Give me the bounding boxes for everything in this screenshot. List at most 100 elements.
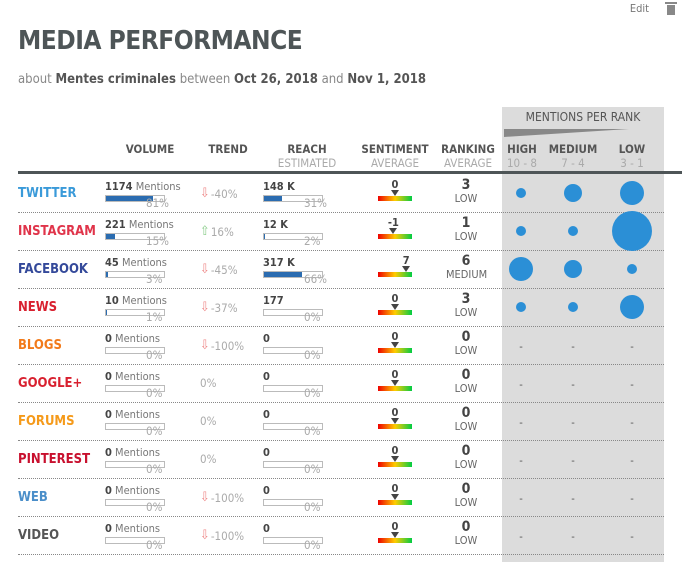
volume-bar xyxy=(105,309,165,316)
volume-mentions: 0 Mentions xyxy=(105,332,160,345)
sentiment-marker-icon xyxy=(391,380,399,386)
empty-bubble: - xyxy=(571,530,575,543)
volume-bar xyxy=(105,233,165,240)
volume-percent: 0% xyxy=(146,348,163,362)
empty-bubble: - xyxy=(571,416,575,429)
mentions-count: 0 xyxy=(105,408,112,421)
volume-bar xyxy=(105,271,165,278)
sentiment-marker-icon xyxy=(391,304,399,310)
ranking-value: 1 xyxy=(461,215,471,231)
reach-bar xyxy=(263,537,323,544)
trend: 0% xyxy=(200,414,216,428)
reach-percent: 31% xyxy=(304,196,327,210)
trash-icon[interactable] xyxy=(665,1,677,15)
subtitle: about Mentes criminales between Oct 26, … xyxy=(18,72,426,87)
mentions-word: Mentions xyxy=(115,332,161,345)
sentiment-value: 0 xyxy=(391,482,399,495)
media-name[interactable]: PINTEREST xyxy=(18,452,91,467)
edit-link[interactable]: Edit xyxy=(629,2,649,15)
sentiment-value: 7 xyxy=(402,254,410,267)
sentiment-scale xyxy=(378,272,412,277)
media-name[interactable]: TWITTER xyxy=(18,186,77,201)
empty-bubble: - xyxy=(519,340,523,353)
volume-mentions: 0 Mentions xyxy=(105,370,160,383)
table-row: FACEBOOK 45 Mentions 3% ⇩ -45% 317 K 66% … xyxy=(18,250,664,289)
media-name[interactable]: FACEBOOK xyxy=(18,262,88,277)
trend: ⇩ -100% xyxy=(200,338,244,353)
volume-bar xyxy=(105,195,165,202)
empty-bubble: - xyxy=(630,416,634,429)
media-name[interactable]: NEWS xyxy=(18,300,58,315)
ranking: 0 LOW xyxy=(446,519,486,547)
reach-bar xyxy=(263,309,323,316)
sentiment-marker-icon xyxy=(391,456,399,462)
volume-mentions: 1174 Mentions xyxy=(105,180,181,193)
media-name[interactable]: INSTAGRAM xyxy=(18,224,96,239)
reach-value: 0 xyxy=(263,446,270,459)
mentions-bubble xyxy=(516,226,526,236)
trend: ⇧ 16% xyxy=(200,224,234,239)
ranking-value: 0 xyxy=(461,329,471,345)
ranking: 3 LOW xyxy=(446,291,486,319)
sentiment-scale xyxy=(378,500,412,505)
reach-bar xyxy=(263,195,323,202)
volume-mentions: 0 Mentions xyxy=(105,484,160,497)
ranking: 0 LOW xyxy=(446,329,486,357)
mentions-count: 0 xyxy=(105,370,112,383)
header-sentiment: SENTIMENT AVERAGE xyxy=(361,142,429,170)
header-ranking: RANKING AVERAGE xyxy=(441,142,495,170)
trend: ⇩ -45% xyxy=(200,262,238,277)
trend-down-icon: ⇩ xyxy=(200,528,210,543)
trend: 0% xyxy=(200,376,216,390)
reach-percent: 2% xyxy=(304,234,321,248)
ranking: 1 LOW xyxy=(446,215,486,243)
reach-bar xyxy=(263,461,323,468)
volume-bar xyxy=(105,385,165,392)
ranking: 0 LOW xyxy=(446,405,486,433)
media-name[interactable]: GOOGLE+ xyxy=(18,376,83,391)
subtitle-and: and xyxy=(321,72,344,87)
volume-percent: 0% xyxy=(146,500,163,514)
volume-percent: 0% xyxy=(146,538,163,552)
media-name[interactable]: BLOGS xyxy=(18,338,62,353)
subtitle-end-date: Nov 1, 2018 xyxy=(347,72,427,87)
empty-bubble: - xyxy=(630,378,634,391)
empty-bubble: - xyxy=(519,378,523,391)
empty-bubble: - xyxy=(519,416,523,429)
table-row: GOOGLE+ 0 Mentions 0% 0% 0 0% 0 0 LOW --- xyxy=(18,364,664,403)
mentions-word: Mentions xyxy=(121,256,167,269)
mentions-bubble xyxy=(516,188,526,198)
mentions-count: 1174 xyxy=(105,180,133,193)
table-row: WEB 0 Mentions 0% ⇩ -100% 0 0% 0 0 LOW --- xyxy=(18,478,664,517)
reach-percent: 0% xyxy=(304,538,321,552)
empty-bubble: - xyxy=(519,454,523,467)
reach-bar xyxy=(263,499,323,506)
table-row: INSTAGRAM 221 Mentions 15% ⇧ 16% 12 K 2% … xyxy=(18,211,664,251)
subtitle-topic: Mentes criminales xyxy=(55,72,176,87)
reach-percent: 66% xyxy=(304,272,327,286)
header-divider xyxy=(18,171,682,174)
reach-bar xyxy=(263,385,323,392)
empty-bubble: - xyxy=(571,454,575,467)
toolbar: Edit xyxy=(629,1,677,15)
mentions-count: 0 xyxy=(105,332,112,345)
media-name[interactable]: VIDEO xyxy=(18,528,60,543)
mentions-bubble xyxy=(620,295,644,319)
ranking-value: 0 xyxy=(461,367,471,383)
reach-value: 0 xyxy=(263,484,270,497)
ranking-value: 3 xyxy=(461,291,471,307)
sentiment-marker-icon xyxy=(389,228,398,234)
ranking-value: 6 xyxy=(461,253,471,269)
ranking: 3 LOW xyxy=(446,177,486,205)
reach-bar xyxy=(263,423,323,430)
ranking-label: LOW xyxy=(454,534,478,547)
trend-value: -100% xyxy=(210,528,245,543)
sentiment-marker-icon xyxy=(402,266,411,272)
media-name[interactable]: FORUMS xyxy=(18,414,75,429)
mentions-bubble xyxy=(568,302,578,312)
sentiment-value: 0 xyxy=(391,520,399,533)
media-name[interactable]: WEB xyxy=(18,490,48,505)
mentions-bubble xyxy=(564,184,582,202)
ranking-label: LOW xyxy=(454,230,478,243)
trend: ⇩ -40% xyxy=(200,186,238,201)
